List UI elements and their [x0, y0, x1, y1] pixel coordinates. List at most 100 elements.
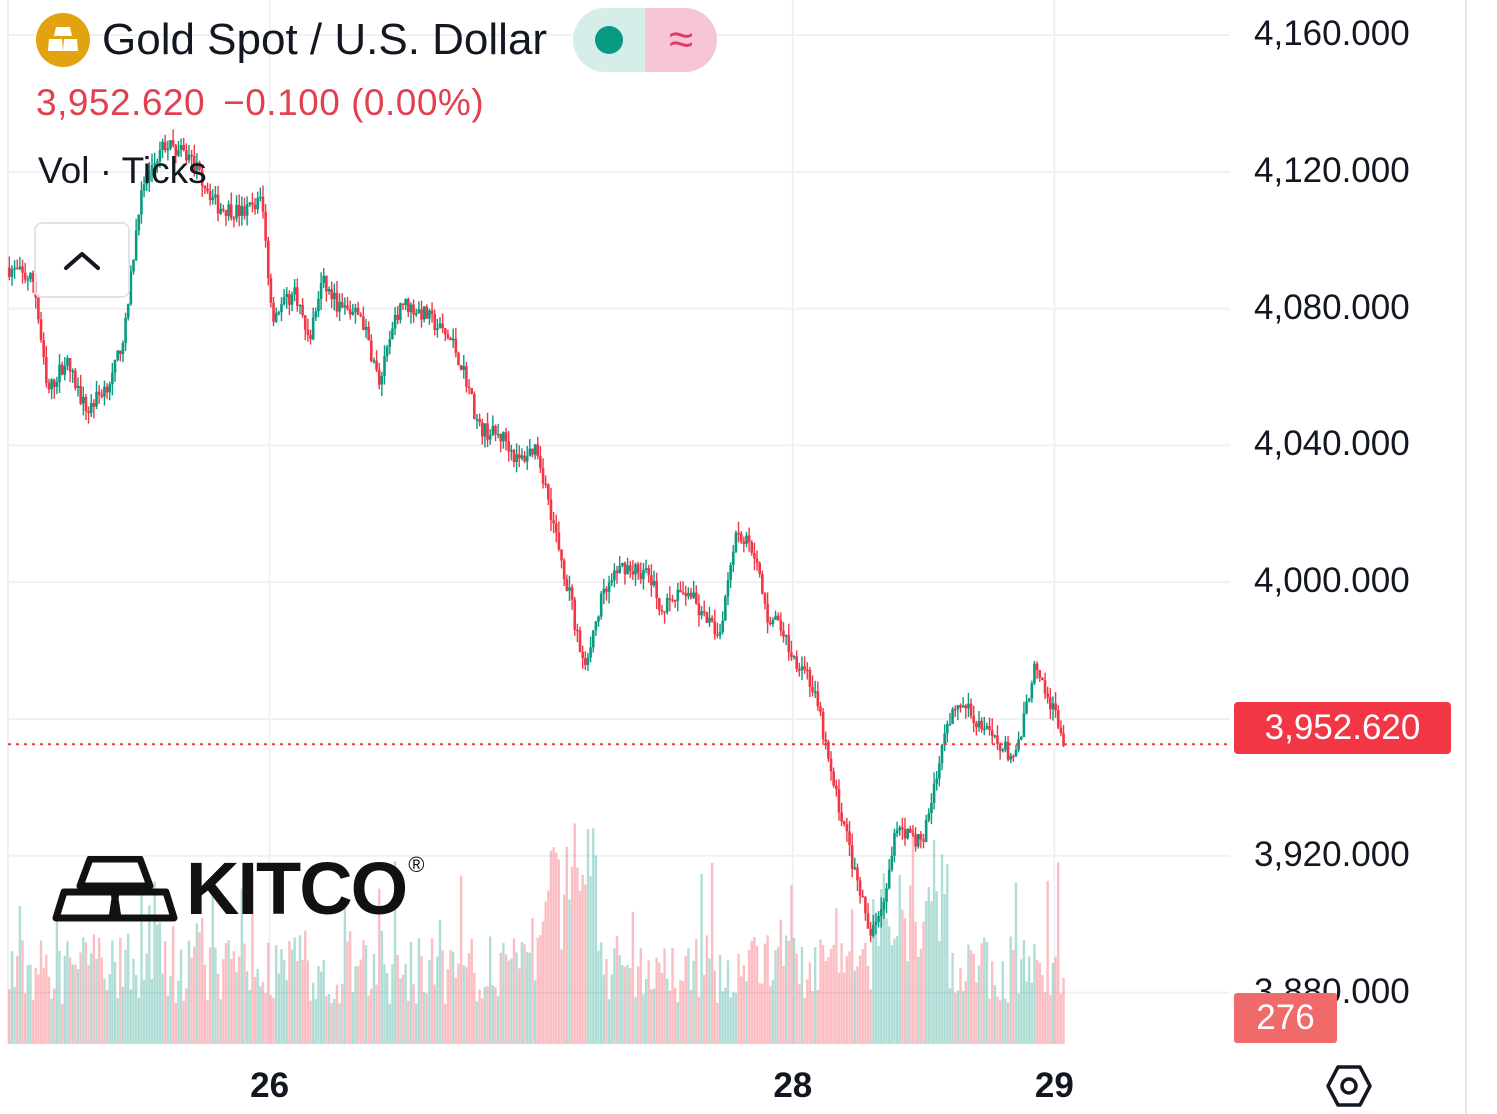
candle-body — [676, 589, 680, 601]
volume-bar — [1043, 992, 1047, 1044]
volume-bar — [737, 953, 740, 1044]
candle-body — [681, 592, 685, 594]
volume-bar — [880, 889, 883, 1044]
volume-bar — [932, 839, 936, 1044]
candle-body — [248, 202, 252, 205]
volume-bar — [623, 966, 627, 1044]
volume-bar — [1001, 961, 1004, 1044]
volume-bar — [774, 950, 777, 1044]
market-open-dot-icon — [595, 26, 624, 54]
volume-bar — [317, 965, 320, 1044]
candle-body — [113, 359, 117, 373]
volume-bar — [972, 953, 975, 1044]
candle-body — [155, 161, 159, 164]
collapse-legend-button[interactable] — [34, 222, 130, 298]
candle-body — [140, 190, 143, 215]
volume-bar — [708, 958, 711, 1044]
volume-bar — [206, 1000, 209, 1044]
volume-bar — [481, 998, 484, 1044]
volume-bar — [161, 973, 164, 1044]
volume-bar — [898, 874, 901, 1044]
candle-body — [1056, 710, 1060, 728]
candle-body — [227, 204, 230, 216]
volume-bar — [695, 939, 698, 1044]
candle-body — [901, 827, 904, 830]
volume-bar — [1054, 956, 1057, 1044]
volume-bar — [969, 950, 973, 1044]
volume-bar — [589, 875, 592, 1044]
volume-bar — [824, 961, 827, 1044]
volume-bar — [806, 979, 809, 1044]
candle-body — [108, 384, 112, 393]
candle-body — [813, 691, 817, 693]
volume-bar — [491, 985, 495, 1044]
volume-bar — [372, 953, 376, 1044]
volume-bar — [890, 945, 894, 1044]
candle-body — [615, 570, 619, 574]
candle-body — [964, 705, 968, 709]
status-pill[interactable]: ≈ — [573, 8, 718, 72]
candle-body — [602, 588, 606, 594]
candle-body — [824, 739, 828, 742]
candle-body — [520, 455, 524, 459]
volume-bar — [288, 941, 291, 1044]
volume-bar — [1051, 963, 1055, 1044]
candle-body — [599, 593, 603, 617]
volume-bar — [874, 912, 878, 1044]
candle-body — [222, 208, 225, 211]
candle-body — [63, 365, 67, 375]
volume-bar — [444, 1003, 447, 1044]
candle-body — [185, 150, 188, 161]
candle-body — [716, 634, 719, 636]
volume-bar — [1009, 936, 1012, 1044]
candle-body — [118, 350, 122, 355]
candle-body — [111, 372, 114, 385]
candle-body — [121, 342, 125, 355]
volume-bar — [245, 971, 249, 1044]
candle-body — [1035, 663, 1039, 671]
candle-body — [23, 272, 27, 280]
volume-bar — [856, 966, 859, 1044]
candle-body — [689, 592, 693, 598]
volume-bar — [214, 947, 217, 1044]
candle-body — [795, 656, 798, 670]
volume-indicator-label[interactable]: Vol · Ticks — [38, 150, 207, 191]
volume-bar — [301, 959, 304, 1044]
candle-body — [380, 376, 384, 385]
candle-body — [166, 148, 170, 151]
volume-bar — [692, 960, 695, 1044]
candle-body — [972, 716, 976, 724]
volume-bar — [216, 973, 220, 1044]
volume-bar — [417, 938, 421, 1044]
kitco-wordmark: KITCO — [186, 847, 408, 930]
candle-body — [409, 304, 413, 313]
candle-body — [702, 611, 706, 613]
candle-body — [1006, 741, 1010, 760]
volume-bar — [570, 866, 574, 1044]
candle-body — [74, 370, 77, 388]
candle-body — [388, 339, 392, 347]
candle-body — [591, 630, 595, 648]
volume-bar — [208, 947, 212, 1044]
volume-bar — [613, 948, 616, 1044]
volume-bar — [853, 970, 857, 1044]
volume-bar — [459, 875, 463, 1044]
candle-body — [631, 571, 635, 575]
candle-body — [747, 535, 751, 543]
candle-body — [515, 454, 518, 463]
volume-bar — [840, 943, 843, 1044]
time-tick-label: 28 — [773, 1066, 813, 1105]
volume-bar — [586, 829, 590, 1044]
volume-bar — [1038, 962, 1041, 1044]
symbol-title[interactable]: Gold Spot / U.S. Dollar — [102, 15, 548, 64]
volume-bar — [829, 948, 833, 1044]
candle-body — [586, 657, 590, 666]
volume-bar — [1033, 944, 1036, 1044]
candle-body — [367, 326, 370, 341]
candle-body — [792, 656, 796, 658]
candle-body — [660, 610, 664, 612]
settings-icon[interactable] — [1326, 1064, 1372, 1108]
candle-body — [581, 652, 584, 659]
volume-bar — [494, 987, 497, 1044]
